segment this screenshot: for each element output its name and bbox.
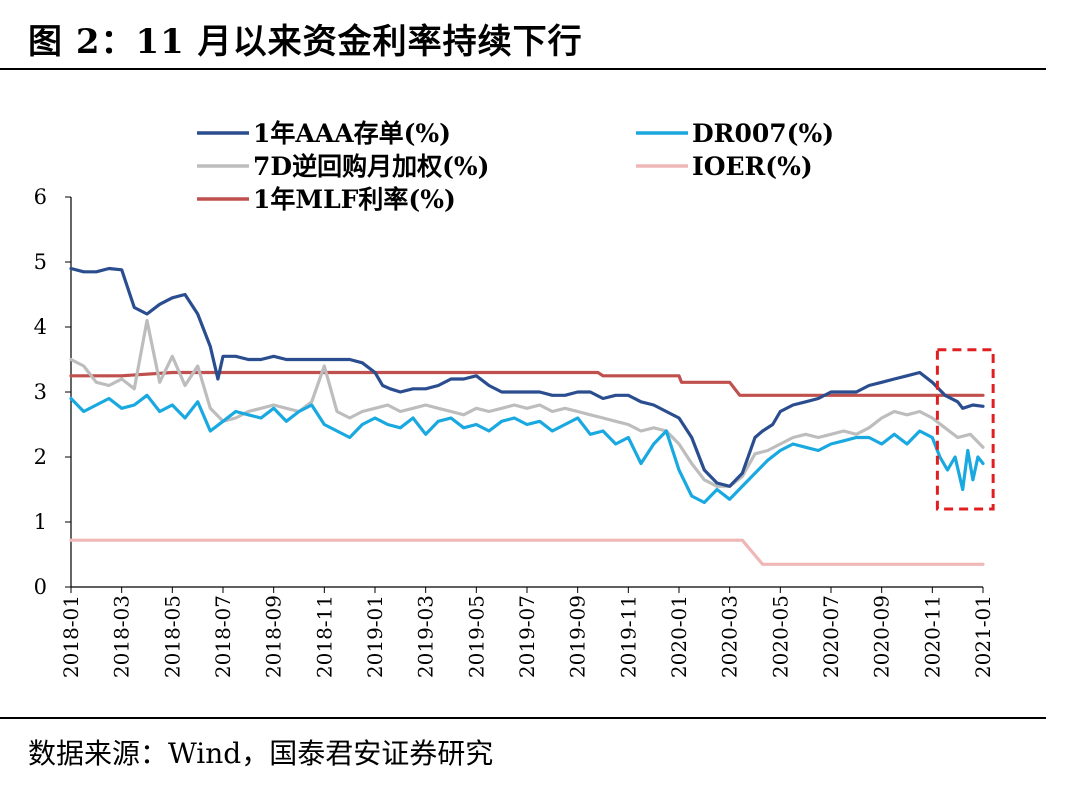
legend-label: 1年AAA存单(%) (253, 119, 451, 148)
legend-label: 1年MLF利率(%) (253, 185, 456, 214)
page-title: 图 2：11 月以来资金利率持续下行 (28, 22, 583, 62)
y-tick-label: 0 (34, 575, 47, 599)
x-tick-label: 2020-09 (870, 595, 894, 678)
chart-axes: 0 1 2 3 4 5 6 2018-01 2018-03 2018-05 2018-07 2018-… (34, 185, 995, 678)
x-tick-label: 2020-03 (718, 595, 742, 678)
x-tick-label: 2019-03 (414, 595, 438, 678)
legend-label: DR007(%) (692, 119, 834, 148)
legend-label: 7D逆回购月加权(%) (253, 152, 490, 181)
x-tick-label: 2020-07 (819, 595, 843, 678)
y-tick-label: 2 (34, 445, 47, 469)
series-line-1 (69, 393, 985, 505)
x-tick-label: 2020-05 (768, 595, 792, 678)
y-tick-label: 4 (34, 315, 47, 339)
x-tick-label: 2018-01 (59, 595, 83, 678)
x-tick-label: 2019-07 (515, 595, 539, 678)
x-tick-label: 2019-01 (363, 595, 387, 678)
x-tick-label: 2018-09 (262, 595, 286, 678)
line-chart: 0 1 2 3 4 5 6 2018-01 2018-03 2018-05 2018-07 2018-… (34, 119, 995, 678)
highlight-rect (935, 348, 995, 511)
x-tick-label: 2018-11 (312, 595, 336, 678)
title-rule (0, 68, 1046, 70)
y-tick-label: 5 (34, 250, 47, 274)
source-rule (0, 717, 1046, 719)
series-line-3 (69, 538, 985, 566)
series-line-4 (69, 370, 985, 397)
x-tick-label: 2021-01 (971, 595, 995, 678)
x-tick-label: 2019-09 (566, 595, 590, 678)
chart-series (69, 266, 985, 566)
series-line-2 (69, 318, 985, 488)
y-tick-label: 3 (34, 380, 47, 404)
source-note: 数据来源：Wind，国泰君安证券研究 (28, 737, 494, 770)
x-tick-label: 2018-07 (211, 595, 235, 678)
highlight-box (935, 348, 995, 511)
y-tick-label: 1 (34, 510, 47, 534)
chart-legend: 1年AAA存单(%) 7D逆回购月加权(%) 1年MLF利率(%) DR007(%) I… (197, 119, 834, 214)
x-tick-label: 2019-11 (616, 595, 640, 678)
x-tick-label: 2018-03 (110, 595, 134, 678)
legend-label: IOER(%) (692, 152, 813, 181)
x-tick-label: 2018-05 (160, 595, 184, 678)
series-line-0 (69, 266, 985, 488)
y-tick-label: 6 (34, 185, 47, 209)
x-tick-label: 2019-05 (464, 595, 488, 678)
x-tick-label: 2020-11 (920, 595, 944, 678)
x-tick-label: 2020-01 (667, 595, 691, 678)
